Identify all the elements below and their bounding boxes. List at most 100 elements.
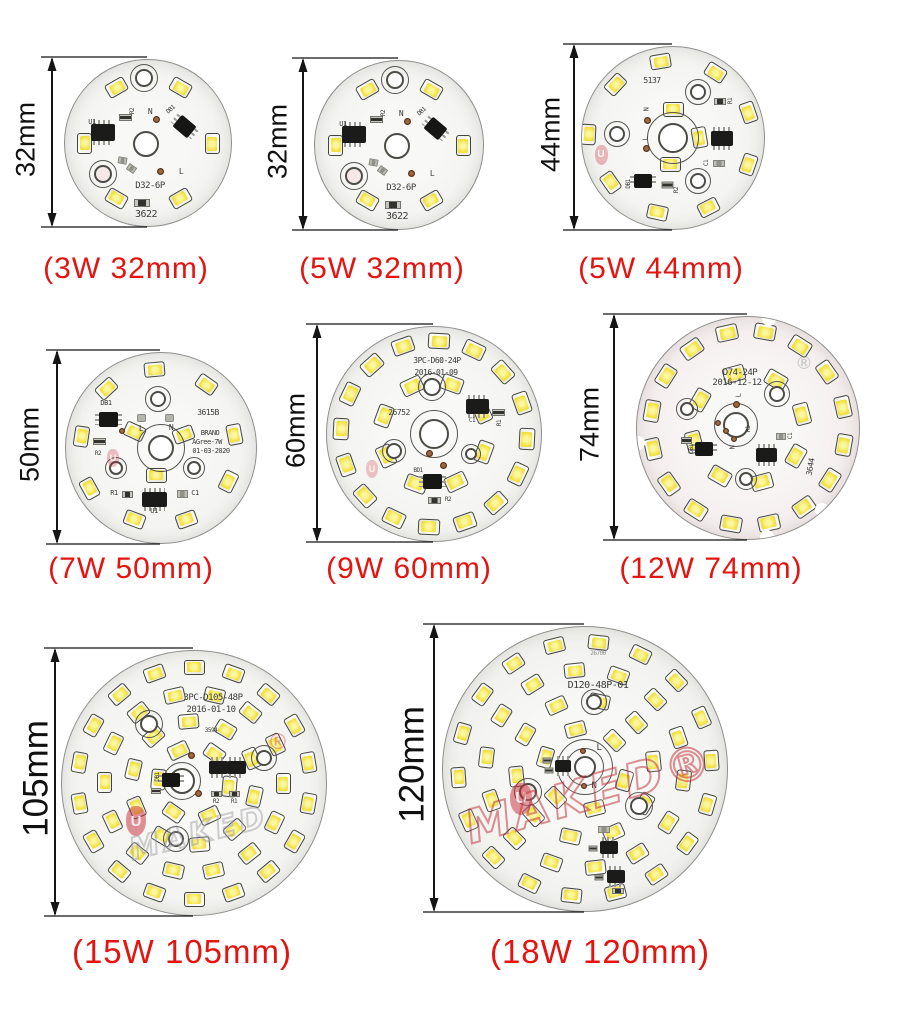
silkscreen-text: R2: [212, 797, 220, 805]
silkscreen-text: L: [178, 166, 184, 176]
pcb: DB1 R2 L N 3615B BRANO AGree-7W 01-03-2020 R1 U1 C…: [65, 352, 257, 544]
capacitor: [176, 490, 188, 498]
pcb: D74-24P 2016-12-12 L R1 N DB1 C1 3644 ®: [636, 316, 860, 540]
ic-legs: [602, 836, 616, 841]
ic-chip: [755, 444, 777, 466]
module-caption: (12W 74mm): [619, 552, 803, 585]
module-caption: (7W 50mm): [48, 552, 214, 585]
led-chip: [489, 358, 517, 386]
solder-point: [156, 167, 164, 175]
led-chip: [101, 809, 125, 835]
silkscreen-text: R1: [110, 489, 118, 498]
ic-legs: [602, 853, 616, 858]
capacitor: [598, 825, 610, 833]
watermark-ghost: ®: [269, 728, 287, 754]
solder-point: [407, 169, 415, 177]
led-chip: [544, 694, 570, 718]
led-chip: [204, 132, 220, 154]
mounting-hole: [630, 797, 648, 815]
led-chip: [624, 841, 650, 866]
mounting-hole: [739, 472, 753, 486]
led-chip: [478, 745, 496, 769]
hole-silkscreen-ring: [764, 381, 790, 407]
silkscreen-text: AGree-7W: [192, 438, 222, 447]
solder-point: [425, 449, 433, 457]
silkscreen-text: 3615B: [197, 407, 219, 417]
led-chip: [332, 417, 350, 441]
mounting-hole: [423, 378, 441, 396]
silkscreen-text: L: [429, 168, 435, 178]
bridge-legs: [94, 413, 99, 425]
silkscreen-text: R1: [230, 797, 238, 805]
led-chip: [380, 505, 408, 530]
led-chip: [817, 466, 843, 494]
ic-legs: [93, 140, 113, 145]
solder-pad: [164, 414, 174, 422]
bridge-rectifier: [170, 113, 198, 139]
silkscreen-text: 3594: [204, 726, 218, 734]
resistor: [134, 199, 150, 207]
dimension-label: 32mm: [262, 103, 293, 179]
silkscreen-text: U1: [339, 120, 347, 129]
resistor: [385, 201, 401, 209]
silkscreen-text: N: [147, 106, 153, 116]
led-chip: [338, 380, 363, 408]
led-chip: [452, 721, 474, 747]
led-chip: [455, 134, 471, 156]
ic-legs: [713, 126, 731, 131]
silkscreen-text: 2016-01-09: [414, 367, 458, 377]
ic-legs: [210, 756, 226, 761]
dimension-label: 50mm: [14, 406, 45, 482]
led-chip: [642, 398, 663, 424]
dimension-label: 44mm: [535, 96, 566, 172]
bridge-rectifier: [158, 773, 184, 787]
bridge-legs: [438, 129, 449, 141]
silkscreen-text: DB1: [100, 399, 112, 408]
led-chip: [141, 881, 167, 903]
mounting-hole: [690, 173, 706, 189]
led-chip: [623, 710, 649, 736]
resistor: [594, 874, 604, 880]
resistor: [542, 757, 552, 763]
led-chip: [443, 470, 470, 494]
silkscreen-text: C1: [703, 159, 710, 166]
silkscreen-text: R2: [673, 186, 680, 193]
capacitor: [367, 157, 379, 167]
ic-chip: [607, 865, 625, 887]
silkscreen-text: R2: [444, 495, 452, 503]
watermark-shield: U: [366, 460, 378, 478]
led-chip: [648, 51, 672, 71]
led-chip: [563, 719, 588, 740]
silkscreen-text: 01-03-2020: [192, 447, 230, 456]
module-caption: (5W 32mm): [299, 252, 465, 285]
silkscreen-text: D32-6P: [386, 183, 416, 194]
capacitor: [376, 164, 388, 176]
capacitor: [776, 432, 786, 440]
led-chip: [221, 881, 247, 903]
led-chip: [539, 851, 565, 873]
led-chip: [653, 362, 679, 390]
silkscreen-text: N: [591, 781, 597, 792]
ic-legs: [467, 413, 487, 418]
silkscreen-text: C1: [787, 432, 794, 439]
mounting-hole: [150, 391, 166, 407]
silkscreen-text: 2016-01-10: [186, 705, 236, 716]
silkscreen-text: D32-6P: [135, 181, 165, 192]
led-chip: [643, 436, 664, 462]
solder-point: [194, 789, 202, 797]
watermark-ghost: ®: [797, 353, 811, 374]
silkscreen-text: L: [734, 393, 743, 398]
led-chip: [737, 151, 759, 177]
led-chip: [255, 859, 282, 885]
hole-silkscreen-ring: [685, 168, 711, 194]
led-chip: [643, 862, 669, 887]
mounting-hole: [586, 694, 602, 710]
led-chip: [389, 335, 416, 358]
led-chip: [161, 861, 186, 881]
ic-legs: [228, 756, 244, 761]
hole-silkscreen-ring: [625, 792, 653, 820]
ic-chip: [711, 126, 733, 150]
mounting-hole: [465, 448, 477, 460]
led-chip: [833, 432, 854, 458]
